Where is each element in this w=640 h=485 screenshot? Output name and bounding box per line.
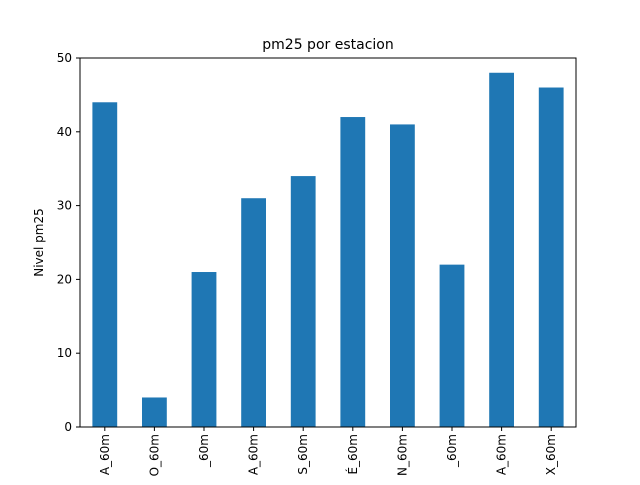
bar <box>290 176 316 427</box>
x-tick-label: A_60m <box>495 434 509 475</box>
bar <box>92 102 118 427</box>
x-tick-label: A_60m <box>247 434 261 475</box>
y-tick-label: 30 <box>57 199 72 213</box>
plot-frame <box>79 57 577 428</box>
bar <box>340 117 366 427</box>
x-axis: A_60m O_60m _60m A_60m S_60m É_60m N_60m _60m A_… <box>98 427 558 476</box>
y-tick-label: 50 <box>57 51 72 65</box>
x-tick-label: É_60m <box>345 434 360 475</box>
bar <box>538 87 564 428</box>
bar <box>489 72 514 427</box>
chart-title: pm25 por estacion <box>262 37 393 53</box>
x-tick-label: _60m <box>197 434 211 468</box>
bar <box>241 198 266 427</box>
x-tick-label: _60m <box>445 434 459 468</box>
x-tick-label: X_60m <box>544 434 558 475</box>
x-tick-label: O_60m <box>147 434 161 476</box>
y-tick-label: 10 <box>57 346 72 360</box>
x-tick-label: N_60m <box>395 434 409 476</box>
y-tick-label: 20 <box>57 272 72 286</box>
bar <box>439 264 465 427</box>
y-tick-label: 0 <box>64 420 72 434</box>
x-tick-label: S_60m <box>296 434 310 475</box>
bar <box>142 397 167 427</box>
bars-group <box>92 72 564 428</box>
y-axis: 0 10 20 30 40 50 <box>57 51 80 434</box>
y-axis-label: Nivel pm25 <box>32 208 46 277</box>
bar <box>390 124 415 428</box>
y-tick-label: 40 <box>57 125 72 139</box>
bar <box>191 272 217 427</box>
x-tick-label: A_60m <box>98 434 112 475</box>
